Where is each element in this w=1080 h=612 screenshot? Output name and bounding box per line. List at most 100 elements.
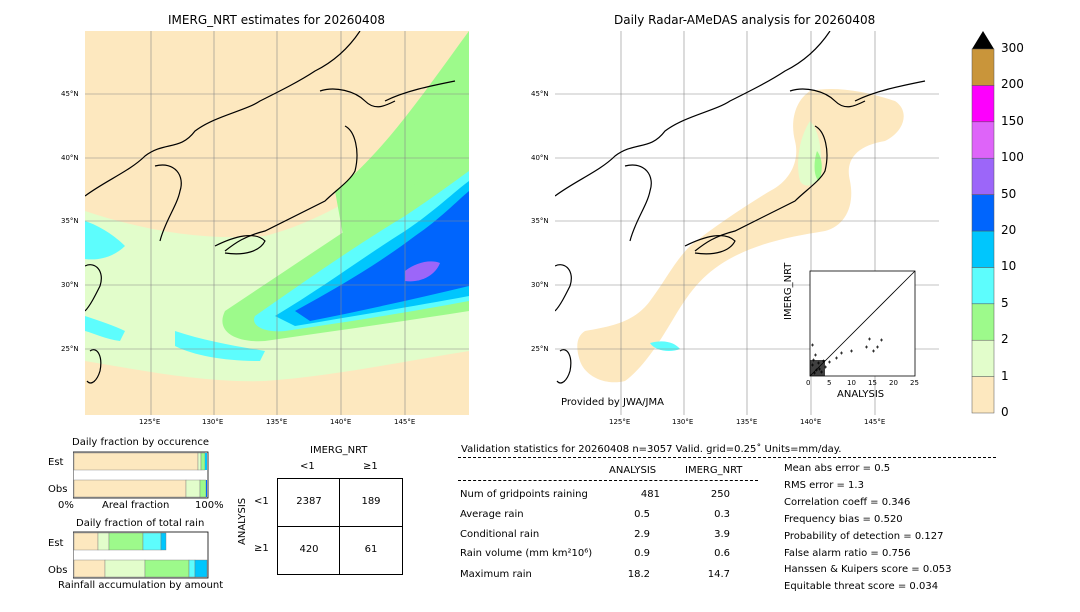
contingency-col-ge: ≥1 [363, 461, 378, 472]
occ-axis-caption: Areal fraction [102, 500, 170, 511]
cell-d: 61 [364, 544, 378, 555]
left-lat-40: 40°N [61, 154, 79, 162]
colorbar-tick-label: 5 [1001, 295, 1009, 310]
scatter-xtick-15: 15 [868, 379, 877, 387]
contingency-row-ge: ≥1 [254, 543, 269, 554]
score-0: Mean abs error = 0.5 [784, 463, 891, 474]
right-lat-25: 25°N [531, 345, 549, 353]
col-analysis: ANALYSIS [609, 465, 657, 476]
row-analysis-0: 481 [640, 489, 660, 500]
right-map [555, 31, 939, 415]
left-lon-140: 140°E [330, 418, 352, 426]
colorbar-tick-label: 200 [1001, 77, 1024, 92]
right-lat-40: 40°N [531, 154, 549, 162]
right-lon-140: 140°E [800, 418, 822, 426]
row-imerg-0: 250 [710, 489, 730, 500]
contingency-row-lt: <1 [254, 496, 269, 507]
left-lon-145: 145°E [394, 418, 416, 426]
fraction-rain-bars [73, 531, 209, 579]
left-lon-125: 125°E [139, 418, 161, 426]
scatter-xtick-5: 5 [827, 379, 832, 387]
cell-b: 189 [361, 496, 381, 507]
right-lon-125: 125°E [609, 418, 631, 426]
colorbar-tick-label: 2 [1001, 332, 1009, 347]
rain-axis-caption: Rainfall accumulation by amount [58, 580, 224, 591]
right-map-title: Daily Radar-AMeDAS analysis for 20260408 [614, 13, 876, 27]
colorbar-tick-label: 1 [1001, 368, 1009, 383]
contingency-table: 2387 189 420 61 [277, 478, 403, 575]
colorbar-segment [971, 267, 995, 305]
colorbar-segment [971, 303, 995, 341]
left-map-title: IMERG_NRT estimates for 20260408 [168, 13, 385, 27]
score-6: Hanssen & Kuipers score = 0.053 [784, 564, 952, 575]
row-imerg-4: 14.7 [707, 569, 730, 580]
colorbar-segment [971, 48, 995, 86]
score-1: RMS error = 1.3 [784, 480, 864, 491]
scatter-xtick-10: 10 [847, 379, 856, 387]
occ-obs-label: Obs [48, 484, 68, 495]
colorbar [971, 31, 995, 414]
score-5: False alarm ratio = 0.756 [784, 548, 911, 559]
occ-est-label: Est [48, 457, 64, 468]
left-lon-130: 130°E [202, 418, 224, 426]
left-lat-25: 25°N [61, 345, 79, 353]
right-lat-35: 35°N [531, 217, 549, 225]
right-lon-145: 145°E [864, 418, 886, 426]
row-imerg-2: 3.9 [714, 529, 730, 540]
credit-label: Provided by JWA/JMA [561, 397, 664, 408]
left-lat-30: 30°N [61, 281, 79, 289]
score-4: Probability of detection = 0.127 [784, 531, 944, 542]
row-analysis-2: 2.9 [634, 529, 650, 540]
header-divider [458, 457, 996, 458]
occ-axis-right: 100% [195, 500, 224, 511]
cell-c: 420 [299, 544, 319, 555]
row-analysis-1: 0.5 [634, 509, 650, 520]
colorbar-segment [971, 230, 995, 268]
row-imerg-3: 0.6 [714, 548, 730, 559]
contingency-row-title: ANALYSIS [237, 497, 248, 545]
scatter-xtick-0: 0 [806, 379, 811, 387]
left-lon-135: 135°E [266, 418, 288, 426]
row-label-0: Num of gridpoints raining [460, 489, 588, 500]
colorbar-segment [971, 339, 995, 377]
rain-obs-label: Obs [48, 565, 68, 576]
row-analysis-4: 18.2 [627, 569, 650, 580]
colorbar-tick-label: 300 [1001, 41, 1024, 55]
right-lon-135: 135°E [736, 418, 758, 426]
colorbar-segment [971, 85, 995, 123]
cell-a: 2387 [296, 496, 322, 507]
right-lon-130: 130°E [672, 418, 694, 426]
score-7: Equitable threat score = 0.034 [784, 581, 939, 592]
colorbar-tick-label: 50 [1001, 186, 1017, 201]
colorbar-tick-label: 0 [1001, 405, 1009, 419]
right-lat-45: 45°N [531, 90, 549, 98]
row-label-3: Rain volume (mm km²10⁶) [460, 548, 593, 559]
row-label-4: Maximum rain [460, 569, 532, 580]
score-2: Correlation coeff = 0.346 [784, 497, 911, 508]
row-imerg-1: 0.3 [714, 509, 730, 520]
scatter-xtick-20: 20 [889, 379, 898, 387]
contingency-col-lt: <1 [300, 461, 315, 472]
colorbar-segment [971, 157, 995, 195]
score-3: Frequency bias = 0.520 [784, 514, 903, 525]
left-lat-35: 35°N [61, 217, 79, 225]
row-label-2: Conditional rain [460, 529, 540, 540]
rain-est-label: Est [48, 538, 64, 549]
scatter-xtick-25: 25 [910, 379, 919, 387]
left-lat-45: 45°N [61, 90, 79, 98]
occ-axis-left: 0% [58, 500, 74, 511]
scatter-inset [809, 270, 916, 377]
validation-header: Validation statistics for 20260408 n=305… [461, 444, 842, 455]
fraction-rain-title: Daily fraction of total rain [76, 518, 205, 529]
right-lat-30: 30°N [531, 281, 549, 289]
row-analysis-3: 0.9 [634, 548, 650, 559]
contingency-col-title: IMERG_NRT [310, 445, 368, 456]
colorbar-segment [971, 121, 995, 159]
colorbar-tick-label: 100 [1001, 150, 1024, 165]
fraction-occurrence-title: Daily fraction by occurence [72, 437, 210, 448]
columns-divider [458, 480, 758, 481]
scatter-xlabel: ANALYSIS [837, 389, 885, 400]
scatter-ylabel: IMERG_NRT [783, 262, 794, 320]
colorbar-tick-label: 20 [1001, 223, 1017, 237]
fraction-occurrence-bars [73, 451, 209, 499]
